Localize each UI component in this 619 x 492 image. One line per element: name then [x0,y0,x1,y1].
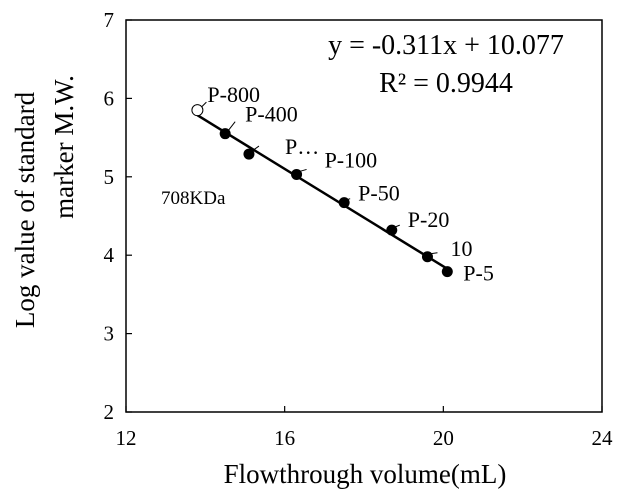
regression-equation: y = -0.311x + 10.077 [328,30,564,61]
point-label: P-5 [463,261,494,286]
point-label: P-50 [358,181,400,206]
regression-line [196,114,448,270]
y-tick-label: 6 [104,86,115,110]
x-tick-label: 24 [592,426,614,450]
standard-point [421,251,433,263]
standard-point [219,128,231,140]
x-tick-label: 16 [274,426,295,450]
point-leader [227,121,236,131]
standard-point [386,224,398,236]
plot-frame [125,19,603,413]
y-axis-title-line1: Log value of standard [10,91,40,328]
point-leader [251,145,260,152]
standard-point [441,266,453,278]
y-axis-title-line2: marker M.W. [49,75,79,219]
x-axis: 12 16 20 24 [116,406,614,450]
standard-point [291,168,303,180]
point-label: P-800 [207,82,260,107]
x-tick-label: 20 [433,426,454,450]
point-label: 10 [450,236,472,261]
x-tick-label: 12 [116,426,137,450]
y-tick-label: 2 [104,400,115,424]
molecular-weight-note: 708KDa [161,188,226,209]
point-leader [201,101,207,108]
y-tick-label: 5 [104,165,115,189]
trendline-group [196,114,448,270]
standard-point [243,148,255,160]
point-label: P-100 [325,147,378,172]
point-label: P-400 [245,102,298,127]
r-squared-label: R² = 0.9944 [379,68,513,99]
y-tick-label: 3 [104,322,115,346]
x-axis-title: Flowthrough volume(mL) [224,459,507,489]
standard-point [338,197,350,209]
y-axis: 2 3 4 5 6 7 [104,8,132,424]
point-label: P… [285,134,319,159]
unknown-point [191,104,204,117]
y-tick-label: 7 [104,8,115,32]
point-label: P-20 [408,207,450,232]
y-tick-label: 4 [104,243,115,267]
